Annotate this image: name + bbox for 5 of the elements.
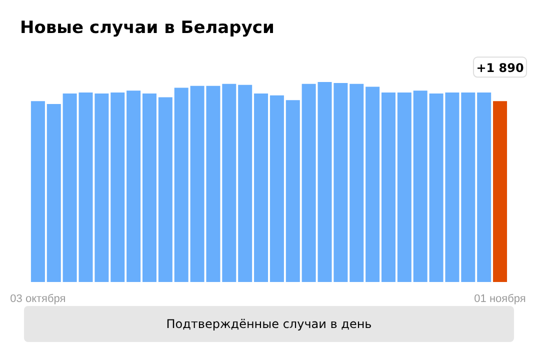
data-label: +1 890 <box>476 61 524 76</box>
x-tick-label: 01 ноября <box>474 293 526 305</box>
chart-title: Новые случаи в Беларуси <box>20 18 274 38</box>
x-tick-label: 03 октября <box>10 293 66 305</box>
text: Подтверждённые случаи в день <box>24 306 514 342</box>
